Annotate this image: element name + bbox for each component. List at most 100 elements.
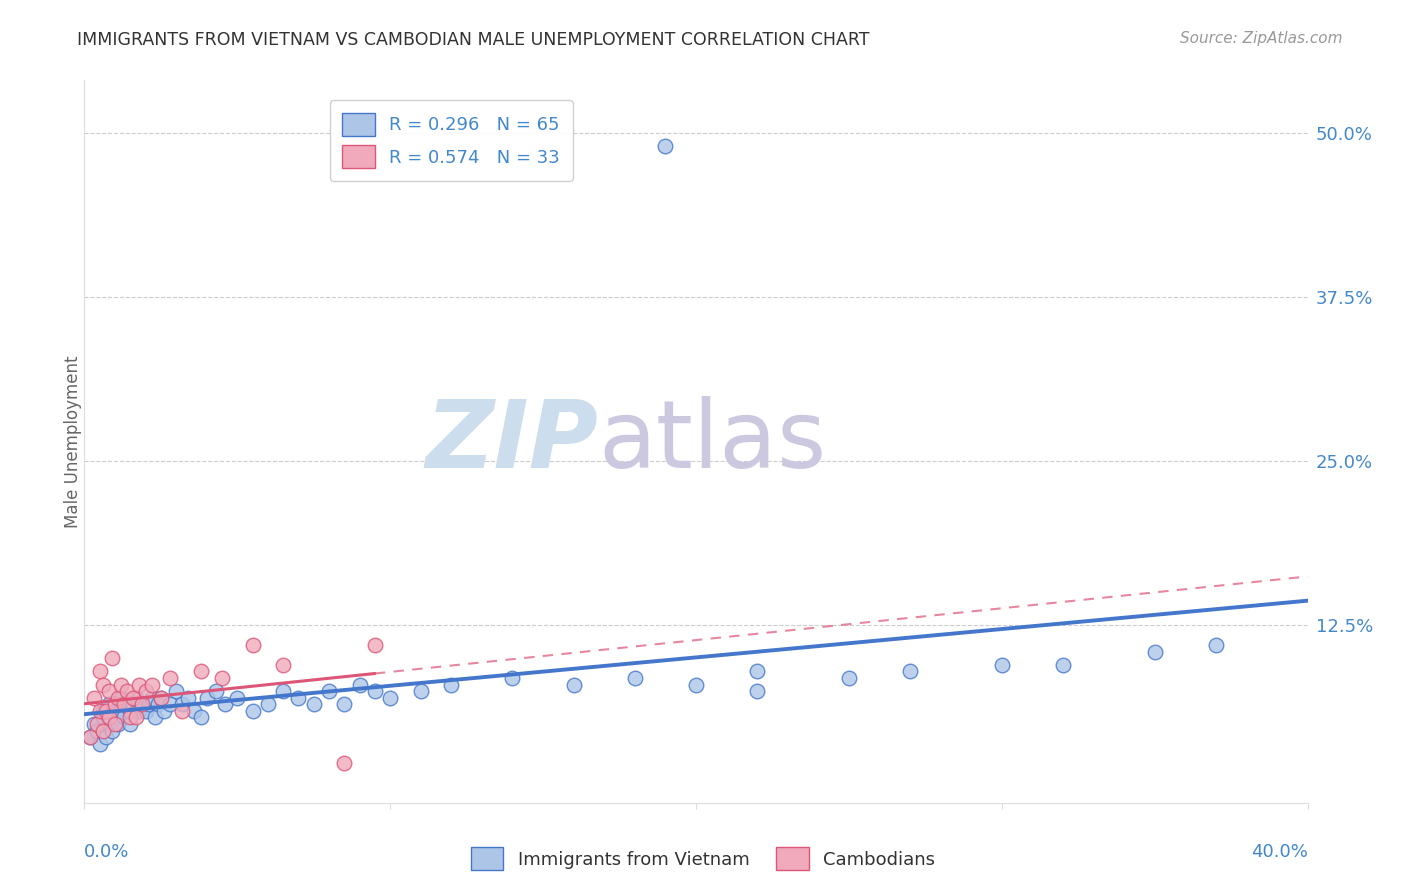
Point	[141, 690, 163, 705]
Point	[349, 677, 371, 691]
Point	[101, 651, 124, 665]
Point	[97, 684, 120, 698]
Point	[242, 704, 264, 718]
Point	[91, 723, 114, 738]
Text: IMMIGRANTS FROM VIETNAM VS CAMBODIAN MALE UNEMPLOYMENT CORRELATION CHART: IMMIGRANTS FROM VIETNAM VS CAMBODIAN MAL…	[77, 31, 870, 49]
Point	[364, 684, 387, 698]
Point	[271, 684, 294, 698]
Point	[654, 139, 676, 153]
Point	[898, 665, 921, 679]
Point	[440, 677, 463, 691]
Text: atlas: atlas	[598, 395, 827, 488]
Point	[104, 698, 127, 712]
Point	[190, 710, 212, 724]
Point	[205, 684, 228, 698]
Point	[1052, 657, 1074, 672]
Point	[214, 698, 236, 712]
Point	[97, 698, 120, 712]
Point	[287, 690, 309, 705]
Point	[83, 690, 105, 705]
Point	[195, 690, 218, 705]
Point	[624, 671, 647, 685]
Point	[104, 717, 127, 731]
Point	[86, 717, 108, 731]
Point	[141, 677, 163, 691]
Point	[79, 730, 101, 744]
Point	[94, 704, 117, 718]
Point	[83, 717, 105, 731]
Point	[146, 698, 169, 712]
Point	[302, 698, 325, 712]
Text: ZIP: ZIP	[425, 395, 598, 488]
Point	[747, 684, 769, 698]
Point	[1205, 638, 1227, 652]
Point	[177, 690, 200, 705]
Point	[128, 704, 150, 718]
Point	[143, 710, 166, 724]
Point	[97, 710, 120, 724]
Point	[165, 684, 187, 698]
Point	[89, 665, 111, 679]
Point	[380, 690, 402, 705]
Point	[685, 677, 707, 691]
Point	[89, 737, 111, 751]
Y-axis label: Male Unemployment: Male Unemployment	[65, 355, 82, 528]
Point	[138, 698, 160, 712]
Point	[333, 756, 356, 771]
Point	[153, 704, 176, 718]
Point	[838, 671, 860, 685]
Point	[747, 665, 769, 679]
Point	[333, 698, 356, 712]
Point	[107, 717, 129, 731]
Point	[110, 704, 132, 718]
Point	[211, 671, 233, 685]
Point	[89, 704, 111, 718]
Point	[190, 665, 212, 679]
Point	[110, 690, 132, 705]
Point	[125, 690, 148, 705]
Point	[122, 690, 145, 705]
Point	[131, 698, 153, 712]
Point	[86, 723, 108, 738]
Text: 0.0%: 0.0%	[84, 843, 129, 861]
Point	[115, 684, 138, 698]
Point	[183, 704, 205, 718]
Point	[409, 684, 432, 698]
Point	[159, 671, 181, 685]
Point	[101, 723, 124, 738]
Point	[159, 698, 181, 712]
Point	[104, 710, 127, 724]
Point	[91, 677, 114, 691]
Point	[1143, 645, 1166, 659]
Point	[131, 698, 153, 712]
Point	[135, 704, 157, 718]
Point	[562, 677, 585, 691]
Point	[115, 698, 138, 712]
Point	[149, 690, 172, 705]
Point	[107, 690, 129, 705]
Point	[502, 671, 524, 685]
Point	[120, 710, 142, 724]
Legend: Immigrants from Vietnam, Cambodians: Immigrants from Vietnam, Cambodians	[465, 842, 941, 876]
Point	[112, 710, 135, 724]
Point	[991, 657, 1014, 672]
Point	[125, 710, 148, 724]
Point	[112, 698, 135, 712]
Point	[94, 730, 117, 744]
Legend: R = 0.296   N = 65, R = 0.574   N = 33: R = 0.296 N = 65, R = 0.574 N = 33	[330, 100, 572, 181]
Point	[110, 677, 132, 691]
Point	[364, 638, 387, 652]
Point	[122, 698, 145, 712]
Point	[120, 704, 142, 718]
Point	[97, 717, 120, 731]
Point	[172, 704, 194, 718]
Point	[226, 690, 249, 705]
Text: Source: ZipAtlas.com: Source: ZipAtlas.com	[1180, 31, 1343, 46]
Point	[149, 690, 172, 705]
Point	[318, 684, 340, 698]
Point	[271, 657, 294, 672]
Point	[128, 677, 150, 691]
Point	[104, 704, 127, 718]
Point	[120, 717, 142, 731]
Point	[79, 730, 101, 744]
